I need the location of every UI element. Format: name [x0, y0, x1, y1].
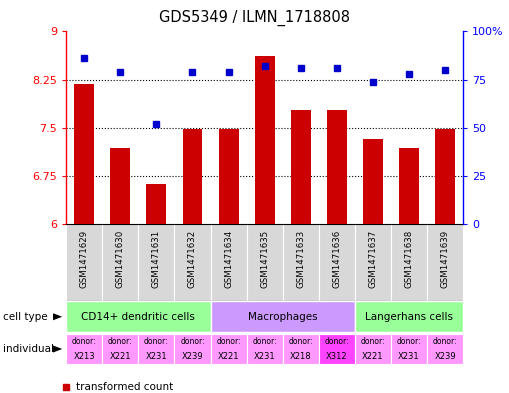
Bar	[391, 334, 427, 364]
Text: GSM1471638: GSM1471638	[405, 230, 413, 288]
Bar	[102, 334, 138, 364]
Text: X239: X239	[434, 352, 456, 360]
Bar	[219, 129, 239, 224]
Bar	[363, 139, 383, 224]
Bar	[291, 110, 310, 224]
Text: GSM1471630: GSM1471630	[116, 230, 125, 288]
Bar	[74, 84, 94, 224]
Bar	[175, 224, 211, 301]
Bar	[427, 334, 463, 364]
Bar	[355, 224, 391, 301]
Bar	[319, 224, 355, 301]
Bar	[211, 224, 247, 301]
Text: Langerhans cells: Langerhans cells	[365, 312, 453, 322]
Text: GSM1471637: GSM1471637	[369, 230, 378, 288]
Bar	[183, 129, 203, 224]
Bar	[254, 56, 274, 224]
Text: CD14+ dendritic cells: CD14+ dendritic cells	[81, 312, 195, 322]
Bar	[247, 334, 282, 364]
Text: donor:: donor:	[144, 338, 168, 346]
Text: X221: X221	[109, 352, 131, 360]
Bar	[399, 148, 419, 224]
Bar	[110, 148, 130, 224]
Text: GDS5349 / ILMN_1718808: GDS5349 / ILMN_1718808	[159, 10, 350, 26]
Text: donor:: donor:	[361, 338, 385, 346]
Text: donor:: donor:	[180, 338, 205, 346]
Text: X213: X213	[73, 352, 95, 360]
Text: donor:: donor:	[216, 338, 241, 346]
Text: GSM1471636: GSM1471636	[332, 230, 342, 288]
Text: donor:: donor:	[252, 338, 277, 346]
Bar	[66, 224, 102, 301]
Bar	[391, 224, 427, 301]
Bar	[102, 224, 138, 301]
Text: donor:: donor:	[433, 338, 458, 346]
Text: Macrophages: Macrophages	[248, 312, 318, 322]
Bar	[66, 301, 211, 332]
Bar	[66, 334, 102, 364]
Bar	[355, 301, 463, 332]
Text: GSM1471632: GSM1471632	[188, 230, 197, 288]
Bar	[175, 334, 211, 364]
Bar	[247, 224, 282, 301]
Bar	[138, 224, 175, 301]
Bar	[138, 334, 175, 364]
Text: X218: X218	[290, 352, 312, 360]
Text: donor:: donor:	[72, 338, 97, 346]
Bar	[211, 334, 247, 364]
Text: donor:: donor:	[108, 338, 133, 346]
Text: GSM1471634: GSM1471634	[224, 230, 233, 288]
Bar	[282, 224, 319, 301]
Text: GSM1471629: GSM1471629	[80, 230, 89, 288]
Bar	[355, 334, 391, 364]
Bar	[319, 334, 355, 364]
Text: X239: X239	[182, 352, 203, 360]
Text: X221: X221	[218, 352, 239, 360]
Text: donor:: donor:	[325, 338, 349, 346]
Bar	[327, 110, 347, 224]
Text: GSM1471635: GSM1471635	[260, 230, 269, 288]
Text: donor:: donor:	[397, 338, 421, 346]
Text: transformed count: transformed count	[76, 382, 174, 392]
Text: donor:: donor:	[289, 338, 313, 346]
Text: X231: X231	[254, 352, 275, 360]
Bar	[211, 301, 355, 332]
Bar	[435, 129, 455, 224]
Bar	[147, 184, 166, 224]
Text: X221: X221	[362, 352, 384, 360]
Text: individual: individual	[3, 344, 53, 354]
Text: cell type: cell type	[3, 312, 47, 322]
Bar	[427, 224, 463, 301]
Text: X231: X231	[398, 352, 420, 360]
Text: GSM1471633: GSM1471633	[296, 230, 305, 288]
Text: X312: X312	[326, 352, 348, 360]
Text: GSM1471631: GSM1471631	[152, 230, 161, 288]
Text: GSM1471639: GSM1471639	[441, 230, 449, 288]
Polygon shape	[53, 313, 62, 320]
Bar	[282, 334, 319, 364]
Text: X231: X231	[146, 352, 167, 360]
Polygon shape	[53, 345, 62, 353]
